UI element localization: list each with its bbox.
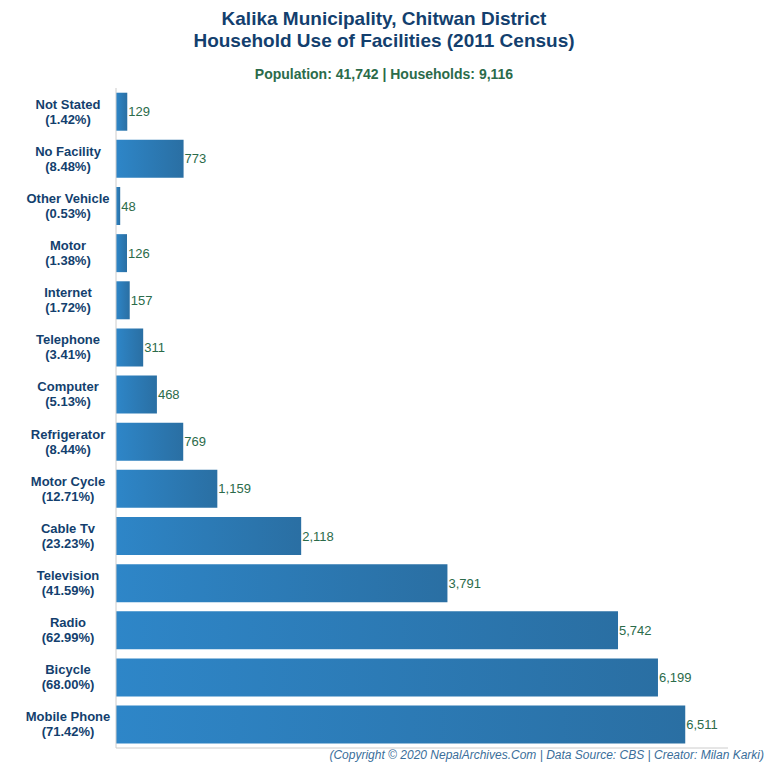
svg-text:2,118: 2,118 xyxy=(302,529,334,544)
svg-text:311: 311 xyxy=(144,340,165,355)
svg-text:No Facility(8.48%): No Facility(8.48%) xyxy=(35,144,102,174)
svg-text:Radio(62.99%): Radio(62.99%) xyxy=(42,615,95,645)
svg-text:Computer(5.13%): Computer(5.13%) xyxy=(37,379,98,409)
svg-text:3,791: 3,791 xyxy=(448,576,481,591)
svg-text:Not Stated(1.42%): Not Stated(1.42%) xyxy=(36,97,101,127)
svg-text:129: 129 xyxy=(128,104,150,119)
svg-text:769: 769 xyxy=(184,434,206,449)
html-text:(Copyright © 2020 NepalArchive: (Copyright © 2020 NepalArchives.Com | Da… xyxy=(329,748,764,762)
svg-text:468: 468 xyxy=(158,387,180,402)
svg-text:Other Vehicle(0.53%): Other Vehicle(0.53%) xyxy=(26,191,109,221)
svg-text:Refrigerator(8.44%): Refrigerator(8.44%) xyxy=(31,427,105,457)
svg-text:Motor(1.38%): Motor(1.38%) xyxy=(45,238,91,268)
svg-text:157: 157 xyxy=(131,293,153,308)
svg-text:1,159: 1,159 xyxy=(218,481,251,496)
svg-text:Mobile Phone(71.42%): Mobile Phone(71.42%) xyxy=(26,709,111,739)
html-text:Population: 41,742 | Household: Population: 41,742 | Households: 9,116 xyxy=(254,66,514,82)
html-text:Household Use of Facilities (2: Household Use of Facilities (2011 Census… xyxy=(193,30,575,51)
svg-text:Telephone(3.41%): Telephone(3.41%) xyxy=(36,332,100,362)
svg-text:Internet(1.72%): Internet(1.72%) xyxy=(44,285,92,315)
svg-text:Television(41.59%): Television(41.59%) xyxy=(37,568,100,598)
svg-text:Cable Tv(23.23%): Cable Tv(23.23%) xyxy=(41,521,96,551)
svg-text:773: 773 xyxy=(185,151,207,166)
svg-text:126: 126 xyxy=(128,246,150,261)
svg-text:5,742: 5,742 xyxy=(619,623,652,638)
svg-text:Bicycle(68.00%): Bicycle(68.00%) xyxy=(42,662,95,692)
svg-text:6,199: 6,199 xyxy=(659,670,692,685)
svg-text:6,511: 6,511 xyxy=(686,717,718,732)
html-text:Kalika Municipality, Chitwan D: Kalika Municipality, Chitwan District xyxy=(221,8,547,29)
svg-text:Motor Cycle(12.71%): Motor Cycle(12.71%) xyxy=(31,474,105,504)
svg-text:48: 48 xyxy=(121,199,135,214)
